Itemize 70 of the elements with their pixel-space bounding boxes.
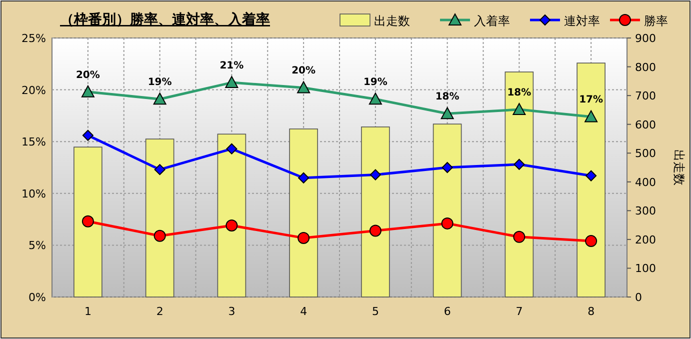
- point: [226, 143, 238, 154]
- data-label: 20%: [292, 66, 316, 77]
- point: [154, 164, 166, 176]
- y2-tick-label: 300: [635, 204, 656, 218]
- point: [368, 92, 382, 105]
- y-tick-label: 25%: [22, 32, 46, 45]
- bar: [432, 124, 462, 298]
- point: [585, 235, 598, 248]
- point: [82, 215, 94, 228]
- point: [584, 110, 598, 122]
- y2-tick-label: 200: [635, 233, 656, 246]
- y2-tick-label: 100: [635, 262, 656, 276]
- point: [225, 76, 238, 88]
- point: [512, 102, 526, 115]
- bar: [217, 134, 246, 298]
- point: [514, 158, 525, 170]
- data-label: 19%: [148, 77, 172, 88]
- y-tick-label: 0%: [28, 291, 46, 304]
- point: [226, 220, 238, 232]
- y2-tick-label: 400: [635, 176, 656, 189]
- data-label: 17%: [579, 94, 604, 106]
- point: [442, 162, 453, 173]
- y-tick-label: 20%: [22, 84, 46, 97]
- point: [154, 230, 166, 242]
- data-label: 21%: [220, 60, 244, 72]
- y2-tick-label: 600: [635, 118, 656, 132]
- bar: [504, 72, 534, 298]
- data-label: 18%: [435, 92, 460, 103]
- y2-tick-label: 700: [635, 90, 656, 103]
- y-tick-label: 15%: [22, 136, 46, 149]
- y2-axis-title: 出走数: [672, 150, 686, 186]
- point: [586, 170, 597, 182]
- data-label: 20%: [76, 70, 100, 81]
- y-tick-label: 10%: [22, 187, 46, 200]
- point: [81, 85, 94, 98]
- x-tick-label: 6: [444, 305, 451, 318]
- point: [369, 224, 382, 237]
- y2-tick-label: 500: [635, 147, 656, 160]
- y2-tick-label: 0: [635, 291, 642, 304]
- point: [297, 81, 310, 94]
- bar: [289, 128, 318, 298]
- bar: [576, 62, 606, 298]
- point: [298, 232, 310, 244]
- point: [440, 107, 454, 120]
- legend-label: 出走数: [374, 14, 410, 28]
- point: [298, 172, 310, 184]
- point: [441, 217, 454, 230]
- x-tick-label: 2: [156, 305, 164, 318]
- x-tick-label: 1: [84, 305, 92, 318]
- bar: [361, 126, 390, 298]
- legend-label: 連対率: [564, 14, 600, 28]
- x-tick-label: 8: [588, 305, 595, 318]
- x-tick-label: 5: [372, 305, 379, 318]
- legend-label: 勝率: [644, 14, 668, 28]
- point: [370, 169, 381, 180]
- legend-label: 入着率: [474, 14, 510, 28]
- x-tick-label: 7: [516, 305, 523, 318]
- y-tick-label: 5%: [28, 239, 46, 252]
- point: [82, 130, 94, 141]
- data-label: 18%: [507, 87, 532, 98]
- point: [153, 92, 166, 105]
- bar: [145, 138, 174, 298]
- data-label: 19%: [363, 77, 388, 88]
- point: [513, 230, 526, 243]
- y2-tick-label: 800: [635, 60, 656, 74]
- chart-title: （枠番別）勝率、連対率、入着率: [60, 11, 270, 28]
- x-tick-label: 3: [228, 305, 236, 318]
- y2-tick-label: 900: [635, 32, 656, 45]
- bar: [74, 146, 102, 298]
- x-tick-label: 4: [300, 305, 308, 318]
